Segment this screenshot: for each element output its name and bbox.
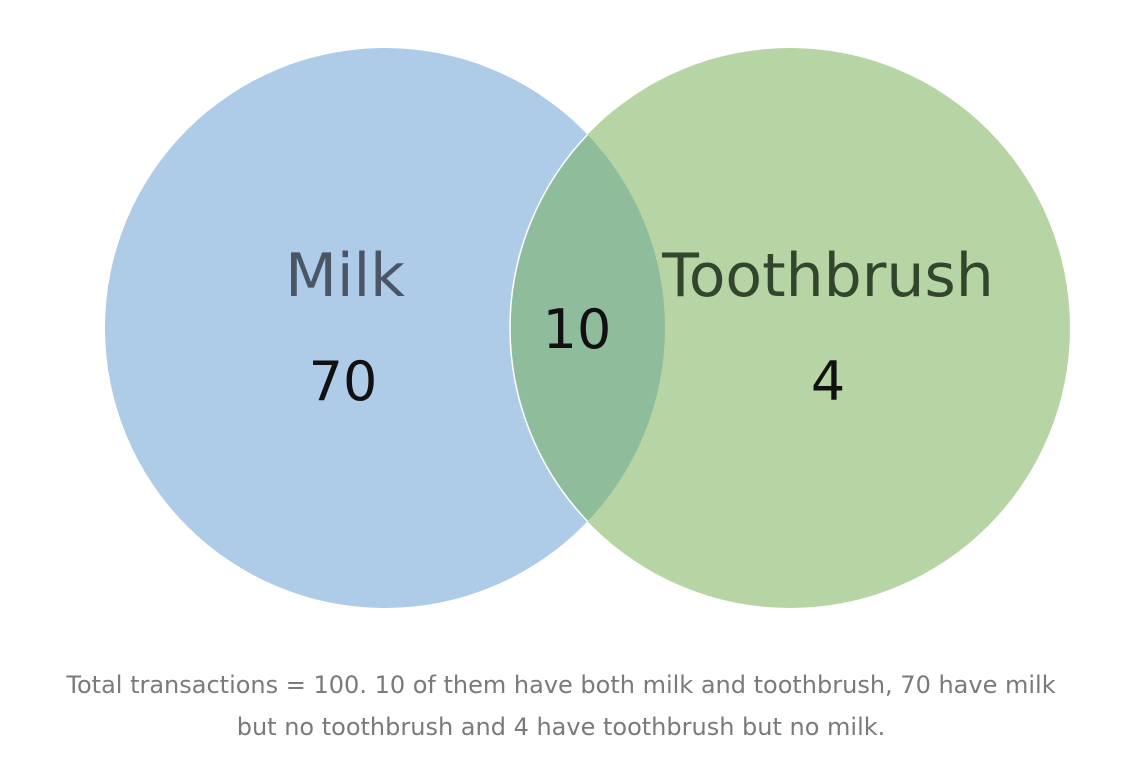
intersection-count: 10 xyxy=(543,298,612,361)
caption-line-2: but no toothbrush and 4 have toothbrush … xyxy=(236,713,886,741)
toothbrush-label: Toothbrush xyxy=(661,241,994,311)
milk-only-count: 70 xyxy=(309,350,378,413)
caption-line-1: Total transactions = 100. 10 of them hav… xyxy=(66,671,1056,699)
milk-label: Milk xyxy=(285,241,405,311)
toothbrush-circle xyxy=(510,48,1070,608)
venn-diagram: Milk 70 10 Toothbrush 4 xyxy=(105,48,1070,608)
milk-circle xyxy=(105,48,665,608)
caption: Total transactions = 100. 10 of them hav… xyxy=(40,664,1082,748)
toothbrush-only-count: 4 xyxy=(811,350,845,413)
